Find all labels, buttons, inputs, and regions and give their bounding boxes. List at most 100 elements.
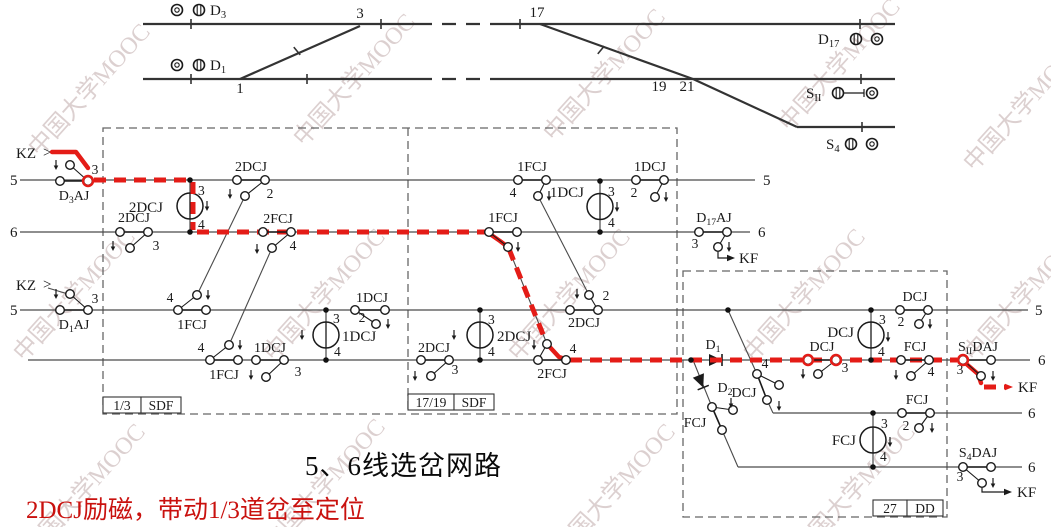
contact-arrow bbox=[53, 165, 59, 170]
annotation-note: 2DCJ励磁，带动1/3道岔至定位 bbox=[26, 497, 365, 524]
contact-terminal-2FCJ-line6 bbox=[258, 226, 269, 237]
contact-arrow bbox=[726, 247, 732, 252]
contact-pin: 2 bbox=[903, 418, 910, 433]
contact-terminal-2FCJ-line4 bbox=[542, 339, 553, 350]
contact-label-1DCJ-line4: 1DCJ bbox=[254, 341, 286, 356]
circuit-wire bbox=[47, 287, 69, 295]
contact-terminal-1FCJ-line4 bbox=[223, 340, 234, 351]
contact-arrow bbox=[515, 247, 521, 252]
coil-arrow bbox=[451, 335, 457, 340]
contact-terminal-1FCJ-line5 bbox=[533, 190, 544, 201]
contact-label-1FCJ-line4: 1FCJ bbox=[209, 368, 239, 383]
contact-terminal-2DCJ-line5b bbox=[584, 290, 595, 301]
watermark: 中国大学MOOC bbox=[738, 224, 870, 367]
contact-terminal-D1AJ bbox=[55, 305, 66, 316]
contact-terminal-2FCJ-line6 bbox=[286, 226, 297, 237]
contact-terminal-S4DAJ bbox=[977, 478, 988, 489]
contact-terminal-1FCJ-line6 bbox=[503, 241, 514, 252]
circuit-branch-wire bbox=[721, 429, 739, 468]
contact-pin: 2 bbox=[359, 310, 366, 325]
box-tag-text: SDF bbox=[149, 398, 174, 413]
contact-arrow bbox=[385, 324, 391, 329]
contact-terminal-DCJ-branch bbox=[762, 395, 773, 406]
signal-label: D3 bbox=[210, 3, 226, 21]
coil-label: FCJ bbox=[832, 433, 856, 449]
contact-terminal-D17AJ bbox=[722, 226, 733, 237]
diagram-title: 5、6线选岔网路 bbox=[305, 451, 502, 481]
kf-wire bbox=[717, 252, 728, 259]
contact-terminal-1DCJ-line5 bbox=[650, 191, 661, 202]
coil-label: 2DCJ bbox=[497, 329, 531, 345]
contact-terminal-FCJ-line6c bbox=[897, 408, 908, 419]
contact-arrow bbox=[227, 194, 233, 199]
coil-pin: 4 bbox=[878, 344, 885, 359]
track-line bbox=[539, 22, 694, 81]
contact-pin: 3 bbox=[92, 162, 99, 177]
contact-terminal-D17AJ bbox=[694, 226, 705, 237]
kf-label: KF bbox=[739, 251, 758, 267]
contact-terminal-FCJ-line6 bbox=[896, 355, 907, 366]
junction-dot bbox=[597, 229, 603, 235]
insulation-joint-tick bbox=[597, 45, 605, 55]
contact-terminal-2DCJ-line4 bbox=[444, 355, 455, 366]
junction-dot bbox=[870, 464, 876, 470]
contact-arrow bbox=[574, 294, 580, 299]
contact-terminal-2DCJ-line5 bbox=[231, 174, 242, 185]
contact-terminal-2DCJ-line6 bbox=[124, 242, 135, 253]
contact-arrow bbox=[412, 376, 418, 381]
contact-pin: 4 bbox=[198, 340, 205, 355]
dashed-box bbox=[682, 270, 948, 518]
contact-label-SIIDAJ: SIIDAJ bbox=[958, 340, 999, 357]
contact-pin: 2 bbox=[898, 314, 905, 329]
line-number: 6 bbox=[1038, 353, 1046, 369]
kf-arrowhead bbox=[727, 254, 735, 262]
contact-terminal-FCJ-line6c bbox=[914, 423, 925, 434]
contact-label-D3AJ: D3AJ bbox=[59, 189, 90, 206]
contact-label-1FCJ-line5: 1FCJ bbox=[517, 160, 547, 175]
contact-arrow bbox=[893, 375, 899, 380]
contact-pin: 3 bbox=[92, 291, 99, 306]
contact-pin: 4 bbox=[167, 290, 174, 305]
contact-terminal-DCJ-branch bbox=[752, 369, 763, 380]
box-tag bbox=[906, 499, 944, 517]
contact-label-2FCJ-line4: 2FCJ bbox=[537, 367, 567, 382]
contact-arrow bbox=[929, 428, 935, 433]
contact-arrow bbox=[990, 376, 996, 381]
contact-terminal-1DCJ-line5b bbox=[380, 305, 391, 316]
coil-label: 1DCJ bbox=[550, 185, 584, 201]
contact-terminal-FCJ-line6 bbox=[906, 371, 917, 382]
switch-number: 3 bbox=[356, 6, 364, 22]
contact-terminal-S4DAJ bbox=[958, 462, 969, 473]
contact-terminal-1FCJ-line5 bbox=[513, 174, 524, 185]
track-line bbox=[239, 24, 361, 81]
contact-label-FCJ-branch: FCJ bbox=[684, 416, 707, 431]
line-number: 5 bbox=[10, 173, 18, 189]
coil-arrow bbox=[885, 337, 891, 342]
contact-arrow bbox=[546, 196, 552, 201]
signal-lamp-icon bbox=[874, 36, 880, 42]
signal-lamp-icon bbox=[865, 137, 879, 151]
junction-dot bbox=[323, 357, 329, 363]
coil-label: 2DCJ bbox=[129, 200, 163, 216]
contact-label-2DCJ-line4: 2DCJ bbox=[418, 341, 450, 356]
contact-label-2DCJ-line5: 2DCJ bbox=[235, 160, 267, 175]
watermark: 中国大学MOOC bbox=[958, 34, 1051, 177]
contact-label-FCJ-line6: FCJ bbox=[904, 340, 927, 355]
contact-terminal-2FCJ-line6 bbox=[267, 242, 278, 253]
contact-terminal-1FCJ-line6 bbox=[484, 226, 495, 237]
coil-pin: 3 bbox=[879, 312, 886, 327]
contact-terminal-SIIDAJ bbox=[976, 371, 987, 382]
line-number: 6 bbox=[1028, 460, 1036, 476]
circuit-branch-wire bbox=[196, 195, 246, 296]
contact-pin: 2 bbox=[603, 288, 610, 303]
switch-number: 1 bbox=[236, 81, 244, 97]
contact-terminal-1FCJ-line5 bbox=[541, 174, 552, 185]
line-number: 6 bbox=[10, 225, 18, 241]
route-highlight-solid bbox=[49, 149, 91, 171]
kf-arrowhead bbox=[1004, 488, 1012, 496]
contact-terminal-2FCJ-line4 bbox=[561, 355, 572, 366]
junction-dot bbox=[597, 178, 603, 184]
circuit-branch-wire bbox=[537, 195, 590, 296]
watermark: 中国大学MOOC bbox=[773, 0, 905, 136]
